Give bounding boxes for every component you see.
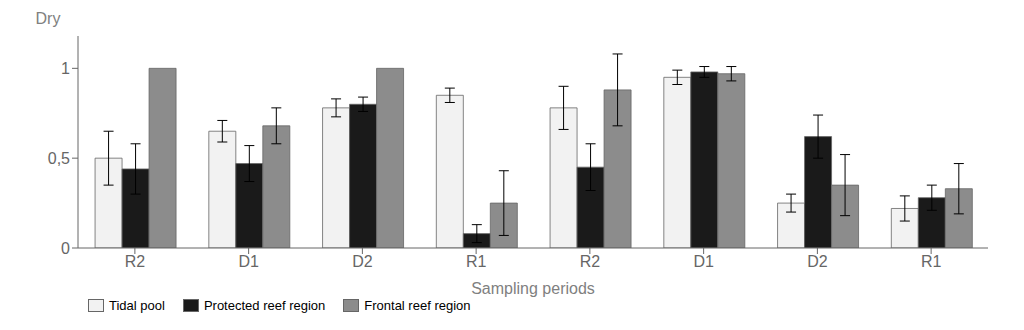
svg-text:R2: R2 xyxy=(125,253,146,270)
svg-text:R1: R1 xyxy=(921,253,942,270)
svg-text:1: 1 xyxy=(61,60,70,77)
html-text:Protected reef region: Protected reef region xyxy=(203,298,326,313)
svg-text:0,5: 0,5 xyxy=(48,150,70,167)
svg-text:R1: R1 xyxy=(466,253,487,270)
svg-text:D2: D2 xyxy=(807,253,828,270)
svg-text:0: 0 xyxy=(61,240,70,257)
svg-text:D1: D1 xyxy=(693,253,714,270)
svg-text:D1: D1 xyxy=(238,253,259,270)
html-text:Frontal reef region: Frontal reef region xyxy=(364,298,471,313)
svg-text:Sampling periods: Sampling periods xyxy=(471,280,595,297)
svg-text:D2: D2 xyxy=(352,253,373,270)
svg-text:R2: R2 xyxy=(580,253,601,270)
html-text:Tidal pool: Tidal pool xyxy=(109,298,165,313)
svg-text:Dry: Dry xyxy=(36,10,61,27)
